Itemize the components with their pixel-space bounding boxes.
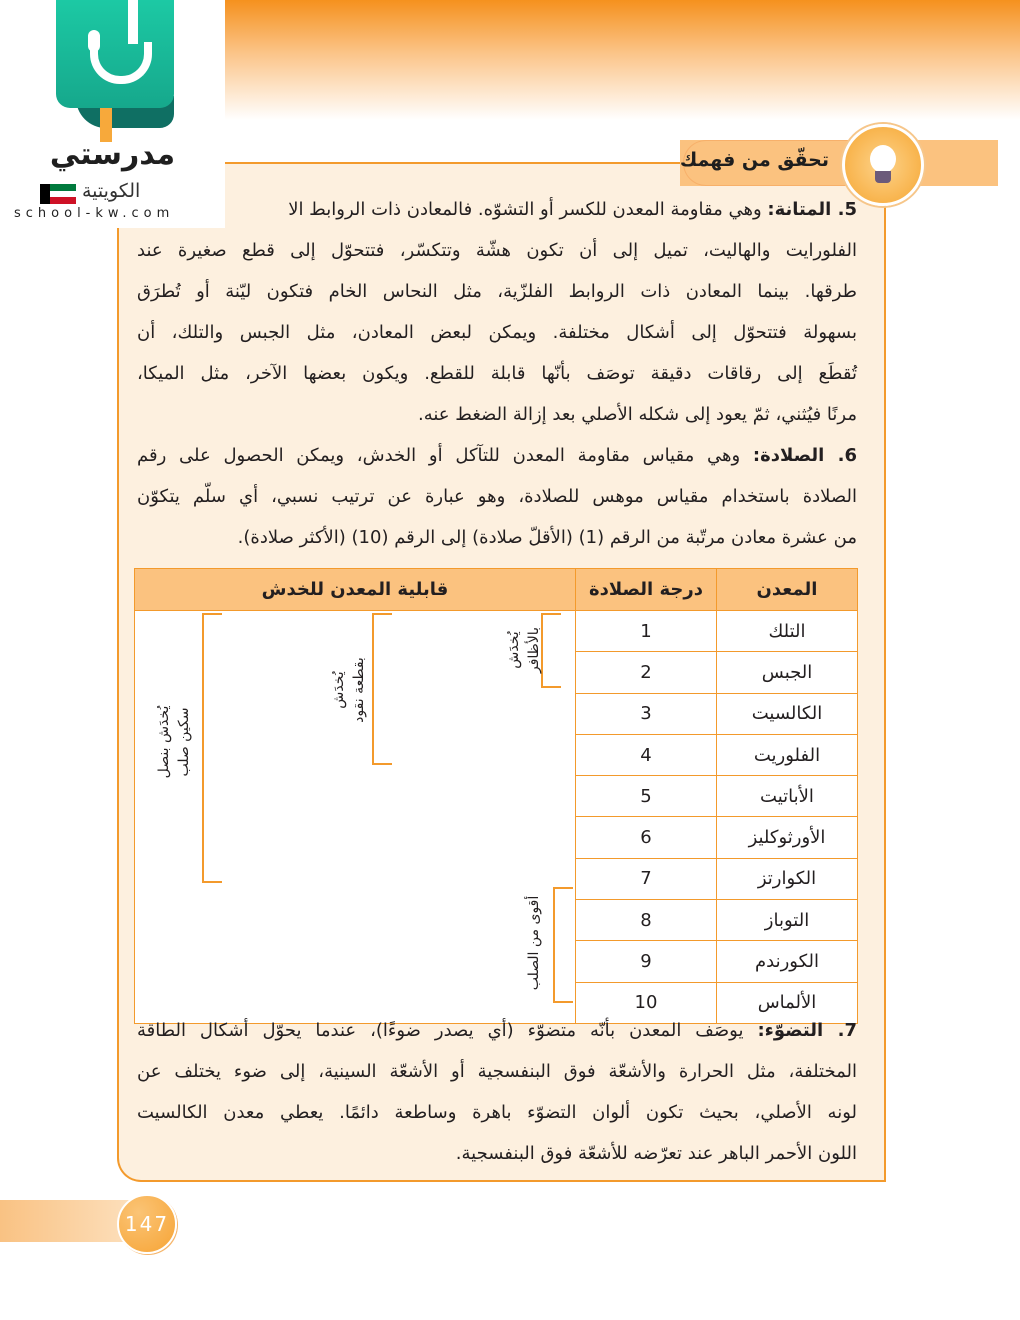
table-row: التلك 1 <box>134 609 858 1024</box>
logo-face-smile <box>90 42 152 84</box>
text-line: يوصَف المعدن بأنّه متضوّء (أي يصدر ضوءًا… <box>137 1020 744 1041</box>
paragraph-toughness: 5. المتانة: وهي مقاومة المعدن للكسر أو ا… <box>137 189 857 435</box>
item-label: 7. التضوّء: <box>757 1020 857 1041</box>
table-row: الكالسيت 3 <box>135 692 858 735</box>
item-label: 5. المتانة: <box>767 199 857 220</box>
hardness-cell: 6 <box>575 816 717 859</box>
header-hardness: درجة الصلادة <box>575 568 717 611</box>
hardness-cell: 2 <box>575 651 717 694</box>
mineral-cell: الكورندم <box>716 940 858 983</box>
logo-url: school-kw.com <box>14 206 175 221</box>
bracket-steel <box>553 887 573 1003</box>
table-row: التوباز 8 <box>135 899 858 942</box>
text-line: بسهولة فتتحوّل إلى أشكال مختلفة. ويمكن ل… <box>137 322 857 343</box>
hardness-cell: 3 <box>575 692 717 735</box>
bracket-nail <box>541 613 561 688</box>
mineral-cell: الكالسيت <box>716 692 858 735</box>
label-coin: يُخدَش بقطعة نقود <box>331 657 367 723</box>
scratch-column: يُخدَش بالأظافر يُخدَش بقطعة نقود يُخدَش ب… <box>134 608 579 1003</box>
text-line: الفلورايت والهاليت، تميل إلى أن تكون هشّ… <box>137 240 857 261</box>
table-row: الكوارتز 7 <box>135 857 858 901</box>
table-row: الأورثوكليز 6 <box>135 816 858 859</box>
section-header: تحقّق من فهمك <box>679 140 863 186</box>
header-gradient <box>225 0 1020 120</box>
text-line: مرنًا فيُثني، ثمّ يعود إلى شكله الأصلي ب… <box>417 404 857 425</box>
item-label: 6. الصلادة: <box>752 445 857 466</box>
text-line: طرقها. بينما المعادن ذات الروابط الفلزّي… <box>137 281 857 302</box>
hardness-cell: 1 <box>575 609 717 653</box>
header-mineral: المعدن <box>716 568 858 611</box>
logo-sub: الكويتية <box>82 180 141 202</box>
label-knife: يُخدَش بنصل سكين صلب <box>156 705 192 779</box>
text-line: من عشرة معادن مرتّبة من الرقم (1) (الأقل… <box>237 527 857 548</box>
hardness-cell: 9 <box>575 940 717 983</box>
table-row: الجبس 2 <box>135 651 858 694</box>
text-line: تُقطَع إلى رقاقات دقيقة توصَف بأنّها قاب… <box>137 363 857 384</box>
mineral-cell: التلك <box>716 609 858 653</box>
text-line: وهي مقاومة المعدن للكسر أو التشوّه. فالم… <box>288 199 762 220</box>
logo-name: مدرستي <box>49 137 176 172</box>
mineral-cell: الكوارتز <box>716 857 858 901</box>
mineral-cell: الألماس <box>716 981 858 1024</box>
label-steel: أقوى من الصلب <box>526 895 542 991</box>
bracket-coin <box>372 613 392 765</box>
logo: مدرستي الكويتية school-kw.com <box>0 0 225 228</box>
hardness-cell: 8 <box>575 899 717 942</box>
text-line: المختلفة، مثل الحرارة والأشعّة فوق البنف… <box>137 1061 857 1082</box>
section-title: تحقّق من فهمك <box>679 149 829 171</box>
text-line: لونه الأصلي، بحيث تكون ألوان التضوّء باه… <box>137 1102 857 1123</box>
mohs-hardness-table: المعدن درجة الصلادة قابلية المعدن للخدش … <box>134 568 858 1024</box>
paragraph-luminescence: 7. التضوّء: يوصَف المعدن بأنّه متضوّء (أ… <box>137 1010 857 1174</box>
mineral-cell: الفلوريت <box>716 733 858 777</box>
text-line: الصلادة باستخدام مقياس موهس للصلادة، وهو… <box>137 486 857 507</box>
mineral-cell: التوباز <box>716 899 858 942</box>
paragraph-hardness: 6. الصلادة: وهي مقياس مقاومة المعدن للتآ… <box>137 435 857 558</box>
table-row: الفلوريت 4 <box>135 733 858 777</box>
text-line: اللون الأحمر الباهر عند تعرّضه للأشعّة ف… <box>455 1143 857 1164</box>
content-box-top-line <box>225 162 695 164</box>
mineral-cell: الجبس <box>716 651 858 694</box>
page-number: 147 <box>117 1194 177 1254</box>
hardness-cell: 7 <box>575 857 717 901</box>
mineral-cell: الأورثوكليز <box>716 816 858 859</box>
hardness-cell: 10 <box>575 981 717 1024</box>
text-line: وهي مقياس مقاومة المعدن للتآكل أو الخدش،… <box>137 445 741 466</box>
table-row: الألماس 10 <box>135 981 858 1024</box>
table-row: الكورندم 9 <box>135 940 858 983</box>
kuwait-flag-icon <box>40 184 76 204</box>
logo-ribbon-icon <box>100 108 112 148</box>
mineral-cell: الأباتيت <box>716 775 858 818</box>
hardness-cell: 4 <box>575 733 717 777</box>
scratch-cell <box>134 610 576 1024</box>
header-scratch: قابلية المعدن للخدش <box>134 568 576 611</box>
hardness-cell: 5 <box>575 775 717 818</box>
logo-face-icon <box>128 0 138 44</box>
label-nail: يُخدَش بالأظافر <box>506 627 542 673</box>
bracket-knife <box>202 613 222 883</box>
lightbulb-icon <box>842 124 924 206</box>
